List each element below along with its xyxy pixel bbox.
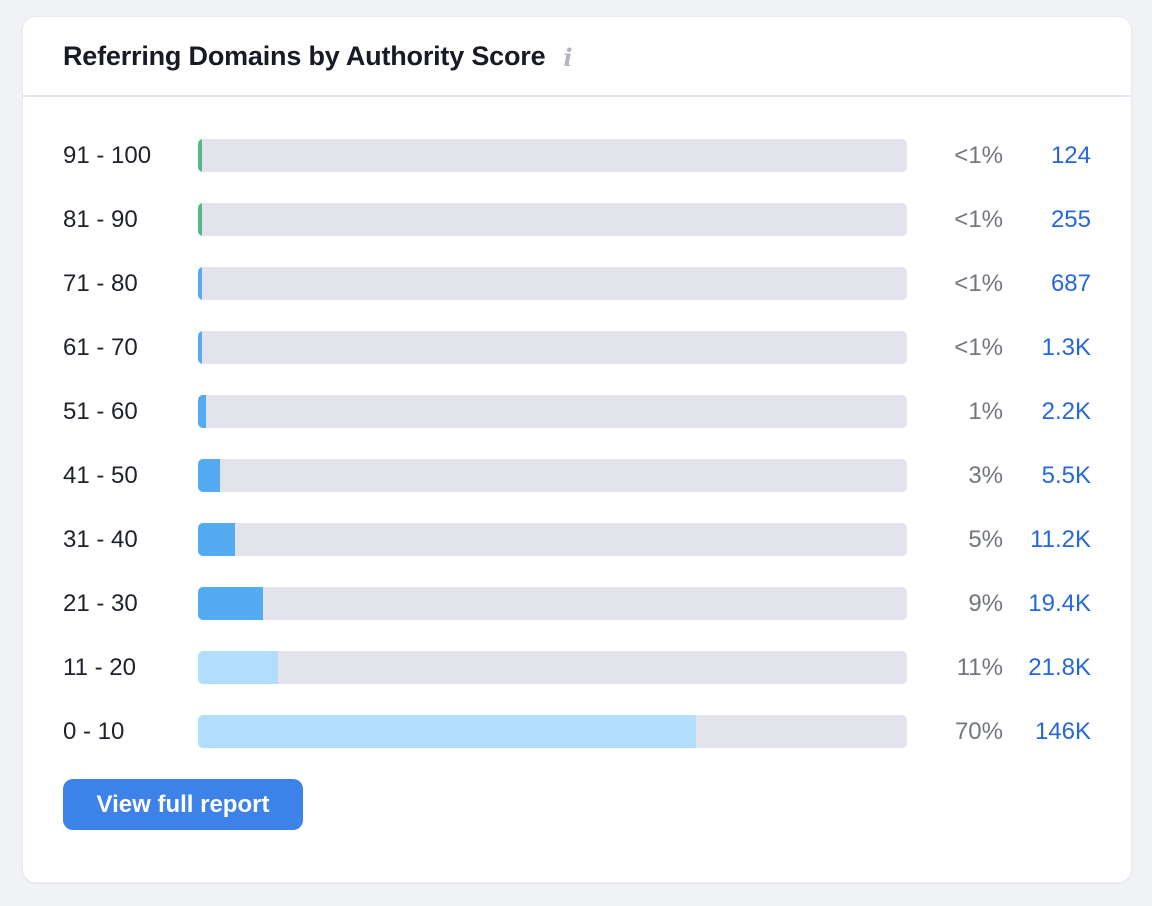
bar-fill (198, 651, 279, 684)
bar-fill (198, 459, 220, 492)
count-link[interactable]: 2.2K (1041, 397, 1091, 425)
bar-track (198, 651, 907, 684)
percent-label: 9% (968, 589, 1003, 617)
bucket-label: 91 - 100 (63, 141, 152, 169)
bar-fill (198, 139, 202, 172)
bucket-label: 41 - 50 (63, 461, 138, 489)
referring-domains-card: Referring Domains by Authority Score i 9… (22, 16, 1132, 883)
bar-fill (198, 331, 203, 364)
percent-label: 70% (954, 717, 1003, 745)
bar-fill (198, 203, 202, 236)
bar-track (198, 331, 907, 364)
bucket-label: 71 - 80 (63, 269, 138, 297)
bucket-label: 21 - 30 (63, 589, 138, 617)
chart-row: 0 - 10 70% 146K (63, 715, 1091, 748)
bar-track (198, 203, 907, 236)
bar-track (198, 267, 907, 300)
count-link[interactable]: 124 (1050, 141, 1091, 169)
chart-row: 61 - 70 <1% 1.3K (63, 331, 1091, 364)
bar-track (198, 139, 907, 172)
bucket-label: 81 - 90 (63, 205, 138, 233)
percent-label: <1% (954, 269, 1003, 297)
percent-label: <1% (954, 141, 1003, 169)
chart-row: 71 - 80 <1% 687 (63, 267, 1091, 300)
bucket-label: 0 - 10 (63, 717, 125, 745)
count-link[interactable]: 5.5K (1041, 461, 1091, 489)
percent-label: <1% (954, 333, 1003, 361)
percent-label: 3% (968, 461, 1003, 489)
chart-row: 81 - 90 <1% 255 (63, 203, 1091, 236)
chart-row: 91 - 100 <1% 124 (63, 139, 1091, 172)
view-full-report-button[interactable]: View full report (63, 779, 303, 830)
bar-track (198, 587, 907, 620)
count-link[interactable]: 146K (1034, 717, 1091, 745)
bar-fill (198, 523, 235, 556)
bar-fill (198, 267, 202, 300)
bar-fill (198, 395, 206, 428)
chart-row: 21 - 30 9% 19.4K (63, 587, 1091, 620)
bar-fill (198, 587, 263, 620)
bucket-label: 11 - 20 (63, 653, 136, 681)
card-header: Referring Domains by Authority Score i (23, 17, 1131, 97)
count-link[interactable]: 21.8K (1028, 653, 1091, 681)
bar-track (198, 715, 907, 748)
bar-track (198, 395, 907, 428)
count-link[interactable]: 255 (1050, 205, 1091, 233)
bar-fill (198, 715, 697, 748)
card-title: Referring Domains by Authority Score (63, 40, 546, 71)
chart-row: 41 - 50 3% 5.5K (63, 459, 1091, 492)
authority-score-bar-chart: 91 - 100 <1% 124 81 - 90 <1% 255 71 - 80 <1% 687… (23, 97, 1131, 748)
chart-row: 51 - 60 1% 2.2K (63, 395, 1091, 428)
chart-row: 11 - 20 11% 21.8K (63, 651, 1091, 684)
percent-label: 1% (968, 397, 1003, 425)
percent-label: <1% (954, 205, 1003, 233)
count-link[interactable]: 19.4K (1028, 589, 1091, 617)
bar-track (198, 523, 907, 556)
chart-row: 31 - 40 5% 11.2K (63, 523, 1091, 556)
bar-track (198, 459, 907, 492)
percent-label: 5% (968, 525, 1003, 553)
count-link[interactable]: 1.3K (1041, 333, 1091, 361)
bucket-label: 61 - 70 (63, 333, 138, 361)
count-link[interactable]: 11.2K (1030, 525, 1091, 553)
percent-label: 11% (956, 653, 1003, 681)
bucket-label: 51 - 60 (63, 397, 138, 425)
bucket-label: 31 - 40 (63, 525, 138, 553)
count-link[interactable]: 687 (1050, 269, 1091, 297)
info-icon[interactable]: i (563, 42, 573, 72)
